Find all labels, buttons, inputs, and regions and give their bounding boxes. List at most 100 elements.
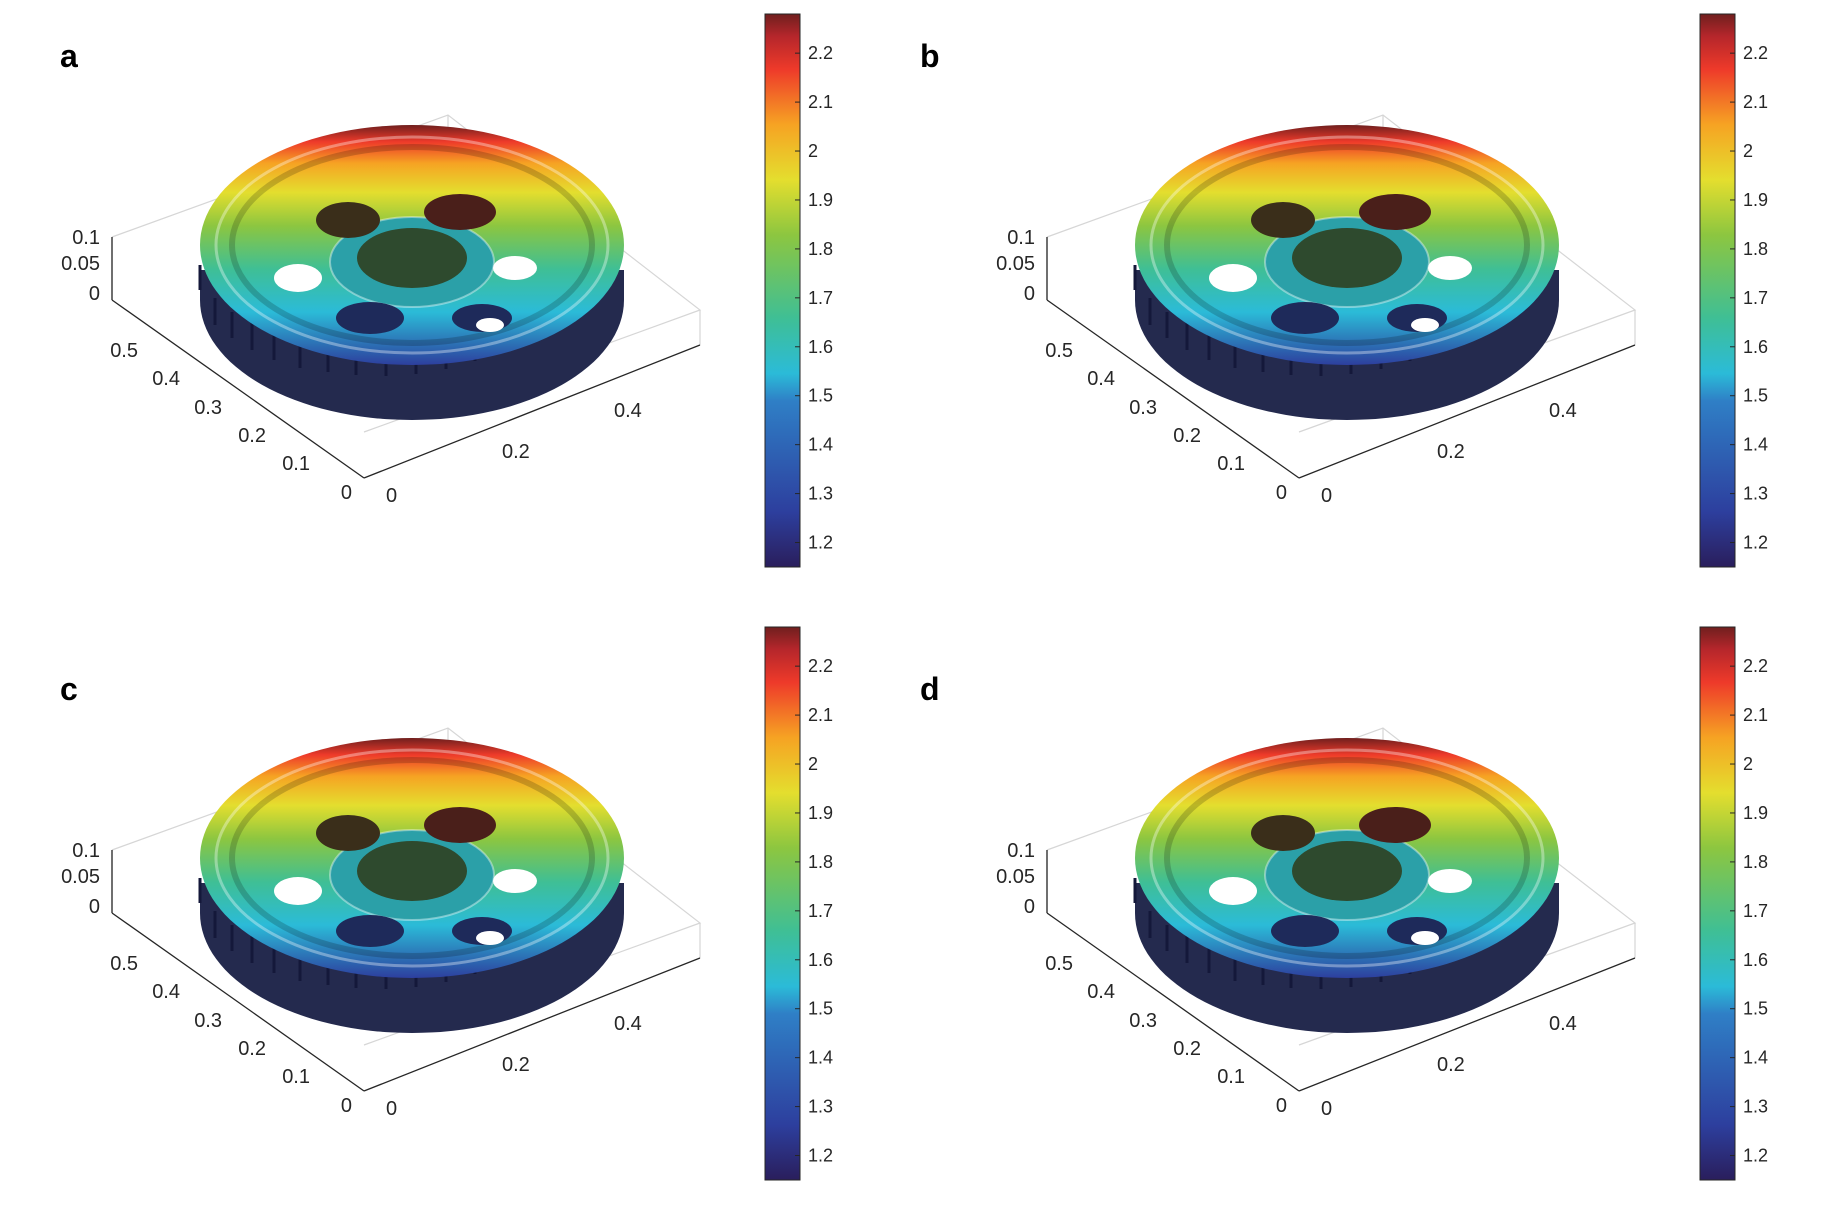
x-tick: 0 (386, 1098, 397, 1120)
colorbar-strip (764, 13, 801, 568)
y-tick: 0.4 (152, 368, 180, 390)
z-tick: 0.1 (72, 227, 100, 249)
colorbar-tick-label: 2 (808, 141, 818, 161)
x-tick: 0.2 (1437, 1054, 1465, 1076)
panel-d: d (915, 613, 1830, 1226)
colorbar-tick-label: 2 (1743, 141, 1753, 161)
colorbar-tick-label: 1.3 (1743, 1097, 1768, 1117)
z-tick: 0.05 (996, 866, 1035, 888)
colorbar-tick-label: 1.5 (1743, 386, 1768, 406)
gear (1133, 125, 1559, 420)
z-tick: 0 (89, 896, 100, 918)
colorbar: 1.2 1.3 1.4 1.5 1.6 1.7 1.8 1.9 2 2.1 2.2 (1699, 13, 1768, 568)
x-tick: 0 (1321, 1098, 1332, 1120)
x-tick-labels: 0 0.2 0.4 (1321, 1013, 1577, 1120)
colorbar: 1.2 1.3 1.4 1.5 1.6 1.7 1.8 1.9 2 2.1 2.2 (764, 626, 833, 1181)
x-tick: 0.4 (614, 400, 642, 422)
y-tick: 0 (1276, 482, 1287, 504)
gear (198, 125, 624, 420)
colorbar-tick-label: 1.6 (808, 950, 833, 970)
y-tick: 0.4 (1087, 368, 1115, 390)
z-tick: 0 (1024, 283, 1035, 305)
x-tick: 0.2 (502, 1054, 530, 1076)
y-tick-labels: 0.5 0.4 0.3 0.2 0.1 0 (1045, 340, 1287, 504)
axis-lines (1046, 850, 1636, 1092)
y-tick: 0.1 (1217, 1066, 1245, 1088)
z-tick-labels: 0.1 0.05 0 (996, 840, 1035, 918)
y-tick: 0.2 (238, 425, 266, 447)
colorbar-tick-label: 1.4 (1743, 1048, 1768, 1068)
colorbar-tick-label: 1.5 (808, 386, 833, 406)
colorbar-tick-label: 2.2 (808, 656, 833, 676)
y-tick: 0.2 (1173, 1038, 1201, 1060)
colorbar-tick-label: 1.9 (1743, 803, 1768, 823)
gear-plot: 0.1 0.05 0 0.5 0.4 0.3 0.2 0.1 0 0 0.2 0… (996, 626, 1768, 1181)
colorbar-strip (1699, 13, 1736, 568)
colorbar-strip (1699, 626, 1736, 1181)
colorbar-tick-label: 1.8 (808, 239, 833, 259)
y-tick-labels: 0.5 0.4 0.3 0.2 0.1 0 (110, 340, 352, 504)
z-tick: 0 (1024, 896, 1035, 918)
axis-lines (111, 850, 701, 1092)
y-tick: 0.5 (1045, 340, 1073, 362)
y-tick: 0.1 (1217, 453, 1245, 475)
panel-label: a (60, 38, 78, 74)
panel-label: b (920, 38, 940, 74)
x-tick: 0.2 (502, 441, 530, 463)
z-tick: 0.1 (1007, 227, 1035, 249)
colorbar-tick-label: 1.9 (808, 190, 833, 210)
colorbar-tick-label: 1.8 (808, 852, 833, 872)
y-tick: 0 (1276, 1095, 1287, 1117)
y-tick: 0 (341, 482, 352, 504)
colorbar-tick-label: 2.2 (808, 43, 833, 63)
y-tick: 0.2 (1173, 425, 1201, 447)
x-tick: 0 (386, 485, 397, 507)
panel-b: b (915, 0, 1830, 613)
axis-lines (111, 237, 701, 479)
z-tick: 0 (89, 283, 100, 305)
z-tick: 0.1 (72, 840, 100, 862)
colorbar-tick-label: 1.7 (1743, 288, 1768, 308)
colorbar-tick-label: 1.9 (1743, 190, 1768, 210)
z-tick-labels: 0.1 0.05 0 (61, 840, 100, 918)
y-tick: 0.3 (194, 397, 222, 419)
colorbar-tick-label: 2.1 (1743, 92, 1768, 112)
y-tick-labels: 0.5 0.4 0.3 0.2 0.1 0 (1045, 953, 1287, 1117)
colorbar-tick-label: 2.1 (808, 92, 833, 112)
z-tick: 0.05 (61, 866, 100, 888)
gear-plot: 0.1 0.05 0 0.5 0.4 0.3 0.2 0.1 0 0 0.2 0… (61, 626, 833, 1181)
gear-plot: 0.1 0.05 0 0.5 0.4 0.3 0.2 0.1 0 0 0.2 0… (996, 13, 1768, 568)
colorbar-tick-label: 1.7 (808, 901, 833, 921)
x-tick: 0.4 (1549, 1013, 1577, 1035)
colorbar-tick-label: 1.3 (1743, 484, 1768, 504)
colorbar-tick-label: 1.2 (1743, 533, 1768, 553)
colorbar-tick-label: 1.3 (808, 1097, 833, 1117)
colorbar-tick-label: 1.4 (1743, 435, 1768, 455)
panel-label: c (60, 671, 78, 707)
colorbar-tick-label: 1.4 (808, 1048, 833, 1068)
z-tick-labels: 0.1 0.05 0 (996, 227, 1035, 305)
colorbar-tick-label: 2 (1743, 754, 1753, 774)
colorbar-tick-label: 1.2 (808, 533, 833, 553)
colorbar-tick-label: 1.8 (1743, 239, 1768, 259)
colorbar-strip (764, 626, 801, 1181)
panel-label: d (920, 671, 940, 707)
y-tick: 0.4 (152, 981, 180, 1003)
colorbar-tick-label: 1.7 (808, 288, 833, 308)
y-tick: 0.2 (238, 1038, 266, 1060)
y-tick: 0.5 (1045, 953, 1073, 975)
colorbar-tick-label: 1.5 (1743, 999, 1768, 1019)
y-tick: 0.3 (1129, 397, 1157, 419)
y-tick: 0.1 (282, 453, 310, 475)
gear-plot: 0.1 0.05 0 0.5 0.4 0.3 0.2 0.1 0 0 0.2 0… (61, 13, 833, 568)
colorbar-tick-label: 1.3 (808, 484, 833, 504)
colorbar: 1.2 1.3 1.4 1.5 1.6 1.7 1.8 1.9 2 2.1 2.2 (764, 13, 833, 568)
colorbar-tick-label: 1.6 (1743, 337, 1768, 357)
z-tick: 0.05 (996, 253, 1035, 275)
z-tick: 0.1 (1007, 840, 1035, 862)
x-tick: 0.4 (1549, 400, 1577, 422)
colorbar-tick-label: 1.5 (808, 999, 833, 1019)
z-tick: 0.05 (61, 253, 100, 275)
colorbar-tick-label: 2.2 (1743, 43, 1768, 63)
y-tick: 0.3 (194, 1010, 222, 1032)
